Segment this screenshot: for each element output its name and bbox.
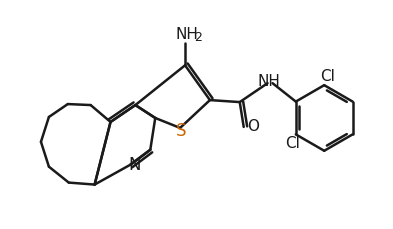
Text: O: O — [247, 120, 259, 134]
Text: N: N — [128, 156, 141, 174]
Text: NH: NH — [176, 27, 198, 42]
Text: Cl: Cl — [285, 136, 300, 151]
Text: 2: 2 — [194, 31, 202, 44]
Text: Cl: Cl — [320, 69, 335, 84]
Text: NH: NH — [257, 74, 280, 89]
Text: S: S — [176, 122, 186, 140]
